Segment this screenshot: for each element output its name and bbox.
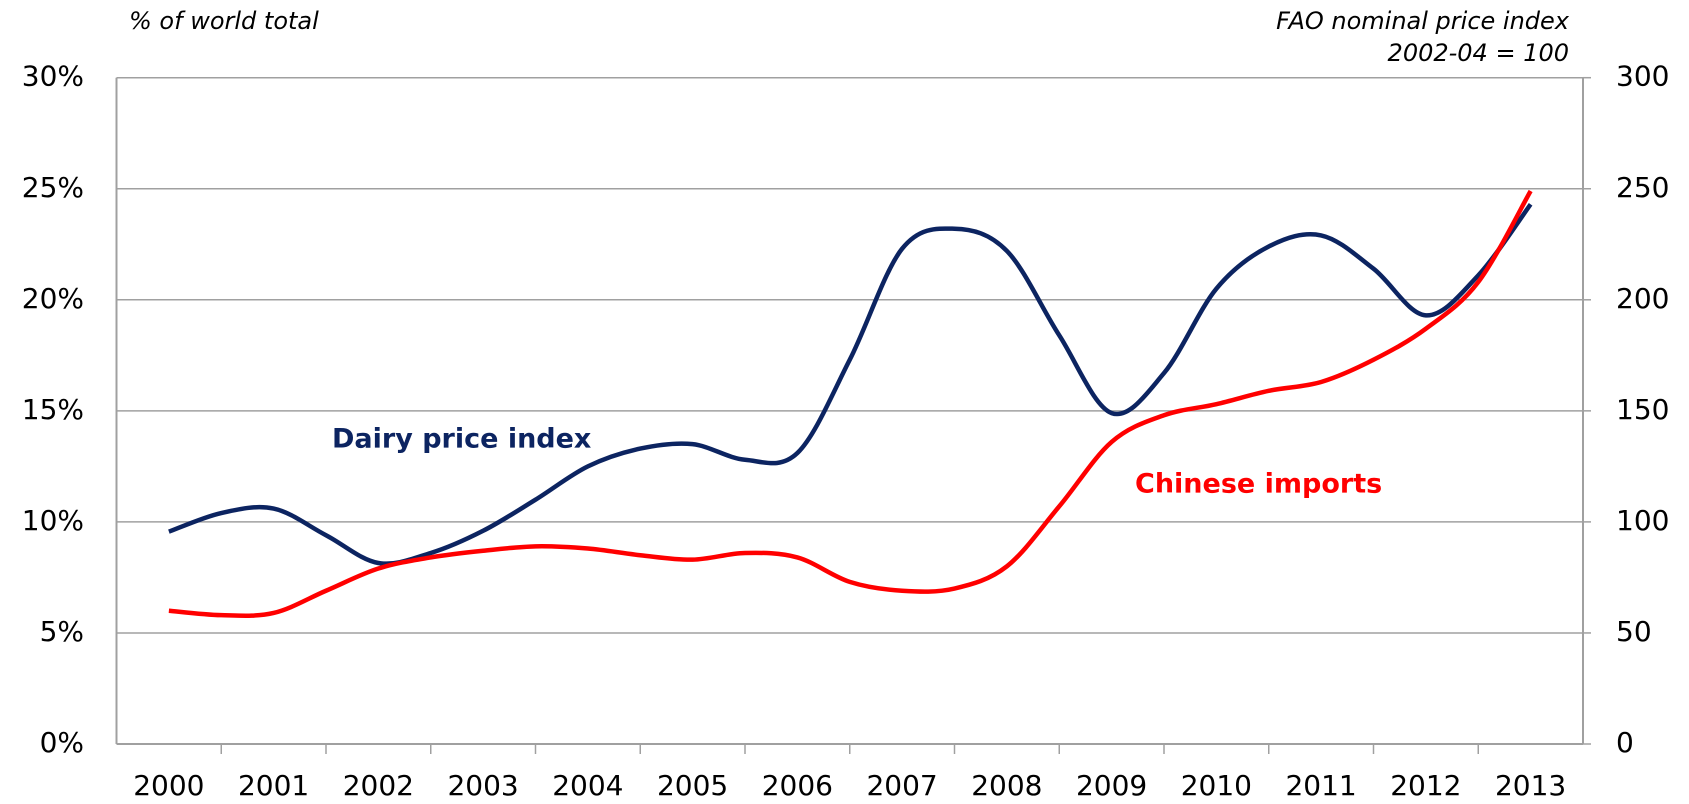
- x-tick-label: 2002: [343, 769, 414, 802]
- y2-tick-label: 200: [1616, 282, 1669, 315]
- y-tick-label: 25%: [22, 171, 84, 204]
- series-line: [168, 202, 1533, 566]
- y2-axis-label: 2002-04 = 100: [1388, 39, 1569, 67]
- y2-tick-label: 250: [1616, 171, 1669, 204]
- x-tick-label: 2009: [1076, 769, 1147, 802]
- x-tick-label: 2006: [762, 769, 833, 802]
- y-tick-label: 30%: [22, 60, 84, 93]
- x-tick-label: 2000: [133, 769, 204, 802]
- y2-tick-label: 100: [1616, 504, 1669, 537]
- x-tick-label: 2005: [657, 769, 728, 802]
- y2-tick-label: 300: [1616, 60, 1669, 93]
- y-axis-label: % of world total: [129, 7, 319, 35]
- x-tick-label: 2001: [238, 769, 309, 802]
- y-tick-label: 10%: [22, 504, 84, 537]
- series-label: Dairy price index: [332, 424, 591, 455]
- x-tick-label: 2007: [866, 769, 937, 802]
- y-tick-label: 15%: [22, 393, 84, 426]
- x-tick-label: 2003: [447, 769, 518, 802]
- y2-tick-label: 0: [1616, 726, 1634, 759]
- y2-axis-label: FAO nominal price index: [1276, 7, 1570, 35]
- x-tick-label: 2010: [1181, 769, 1252, 802]
- x-tick-label: 2008: [971, 769, 1042, 802]
- y-tick-label: 5%: [40, 615, 84, 648]
- series-line: [168, 189, 1533, 618]
- y-tick-label: 0%: [40, 726, 84, 759]
- x-tick-label: 2012: [1390, 769, 1461, 802]
- series-label: Chinese imports: [1135, 469, 1382, 500]
- x-tick-label: 2011: [1285, 769, 1356, 802]
- x-tick-label: 2004: [552, 769, 623, 802]
- y2-tick-label: 50: [1616, 615, 1652, 648]
- x-tick-label: 2013: [1495, 769, 1566, 802]
- y-tick-label: 20%: [22, 282, 84, 315]
- y2-tick-label: 150: [1616, 393, 1669, 426]
